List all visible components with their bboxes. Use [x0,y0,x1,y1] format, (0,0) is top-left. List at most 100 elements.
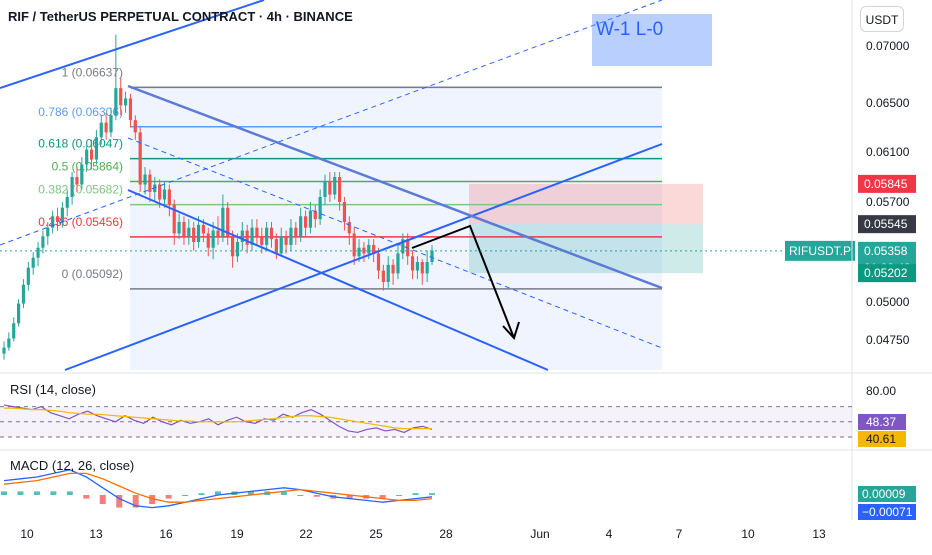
macd-value-tag-text: −0.00071 [862,505,913,519]
candle-body [138,132,142,185]
candle-body [279,236,283,254]
candle-body [182,222,186,237]
macd-histogram-bar [33,491,40,495]
macd-histogram-bar [429,493,435,495]
macd-histogram-bar [132,495,139,508]
candle-body [221,207,225,237]
candle-body [376,253,381,271]
candle-body [333,177,337,195]
candle-body [201,224,206,234]
candle-body [240,230,244,242]
y-tick-label: 0.06500 [866,96,910,110]
descending-channel-mid [127,137,663,349]
price-tag-text: 0.05845 [864,177,908,191]
candle-body [391,264,395,274]
candle-body [114,88,118,116]
candle-body [99,122,103,138]
candle-body [31,257,35,268]
candle-body [41,236,45,248]
fib-level-label: 1 (0.06637) [62,65,123,79]
candle-body [260,236,264,245]
candle-body [362,247,366,254]
projection-path [411,224,515,339]
channel-area [130,86,662,370]
candle-body [46,227,50,237]
macd-histogram-bar [149,495,156,504]
macd-label: MACD (12, 26, close) [10,458,135,473]
fib-level-label: 0.5 (0.05864) [52,160,123,174]
candle-body [70,177,74,197]
currency-button[interactable]: USDT [860,6,904,32]
price-tag-text: 0.05358 [864,244,908,258]
macd-histogram-bar [297,495,304,496]
macd-histogram-bar [17,491,24,495]
candle-body [318,197,322,220]
candle-body [230,236,235,257]
price-tag-bg [858,241,916,260]
candle-body [7,338,11,348]
fib-level-label: 0.236 (0.05456) [38,215,123,229]
candle-body [196,224,201,242]
fib-level-label: 0 (0.05092) [62,267,123,281]
y-tick-label: 0.05000 [866,295,910,309]
chart-title: RIF / TetherUS PERPETUAL CONTRACT · 4h ·… [8,9,353,24]
candle-body [372,244,376,254]
macd-pane: 0.00009 −0.00071 [1,469,916,520]
price-tag-bg [858,174,916,193]
candle-body [133,120,137,133]
candle-body [284,236,288,245]
candle-body [2,347,6,354]
win-loss-annotation[interactable]: W-1 L-0 [592,14,712,66]
rsi-value-tag-bg [858,414,906,430]
price-axis: 0.07000 0.06500 0.06100 0.05700 0.05000 0.047… [0,0,932,520]
candle-body [158,184,162,200]
channel-dashed-line [0,0,663,246]
candle-body [357,247,361,257]
candle-body [109,115,113,133]
candle-body [313,210,317,220]
price-tag-bg [858,215,916,234]
macd-line [3,469,433,509]
candle-body [386,264,390,282]
candle-body [143,174,147,185]
candle-body [415,262,420,271]
x-tick-label: 10 [741,527,755,541]
rsi-label: RSI (14, close) [10,382,96,397]
macd-histogram-bar [412,493,419,495]
rsi-pane: 80.00 48.37 40.61 [0,384,906,447]
time-axis: 10 13 16 19 22 25 28 Jun 4 7 10 13 [20,527,826,541]
macd-histogram-bar [165,495,172,499]
candle-body [274,239,278,254]
candle-body [299,216,303,237]
x-tick-label: 28 [439,527,453,541]
candle-body [21,284,26,304]
candle-body [226,207,230,237]
macd-histogram-bar [215,491,221,495]
price-tag-text: 0.05545 [864,217,908,231]
target-zone [469,224,703,274]
macd-value-tag-bg [858,504,916,520]
candle-body [245,230,249,245]
candle-body [396,253,400,274]
rsi-value-tag-text: 48.37 [866,415,896,429]
macd-histogram-bar [182,495,189,496]
x-tick-label: 19 [230,527,244,541]
rsi-ma-line [4,407,432,430]
macd-histogram-bar [50,491,57,495]
candle-body [55,216,60,222]
candle-body [119,88,123,106]
candle-body [294,227,298,237]
x-tick-label: 16 [159,527,173,541]
macd-value-tag-bg [858,486,916,502]
descending-channel-top [127,84,663,290]
candle-body [216,230,220,237]
x-tick-label: 25 [369,527,383,541]
candle-body [167,189,171,205]
candle-body [323,182,327,197]
x-tick-label: 13 [89,527,103,541]
candle-body [12,323,16,339]
candle-body [162,189,167,200]
macd-histogram-bar [99,495,106,504]
